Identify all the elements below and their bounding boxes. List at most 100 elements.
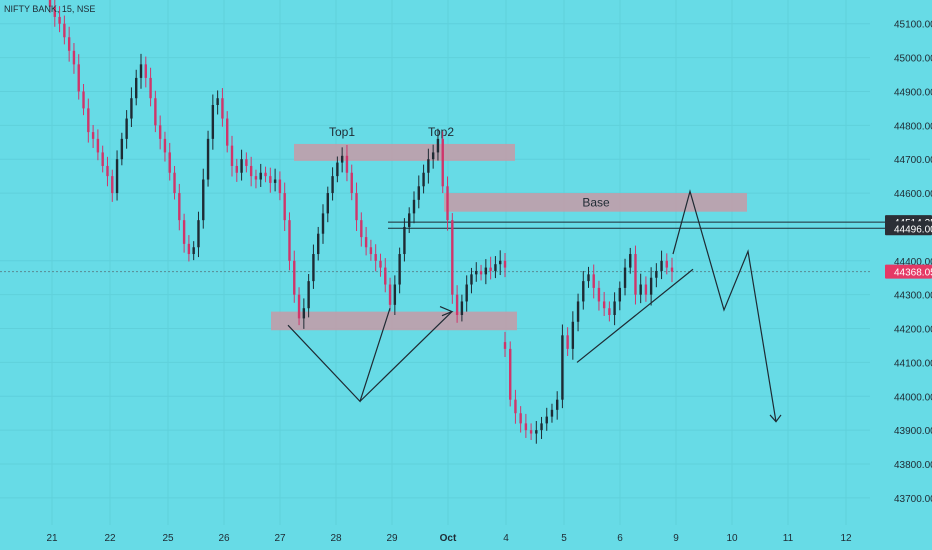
time-tick-label: 10 (726, 533, 738, 544)
candle-body (206, 138, 210, 180)
time-axis[interactable]: 21 22 25 26 27 28 29 Oct 4 5 6 9 10 11 12 (46, 533, 852, 544)
candle-body (398, 254, 401, 285)
candle-body (135, 77, 138, 99)
price-tick-label: 44300.00 (894, 291, 932, 302)
candle-body (312, 254, 315, 282)
price-axis[interactable]: 45100.00 45000.00 44900.00 44800.00 44700.00… (885, 20, 932, 505)
candle-body (317, 233, 320, 255)
candle-body (58, 16, 61, 24)
time-tick-label: Oct (440, 533, 457, 544)
time-tick-label: 21 (46, 533, 58, 544)
price-tick-label: 43700.00 (894, 494, 932, 505)
time-tick-label: 29 (386, 533, 398, 544)
candle-body (293, 260, 296, 295)
candle-body (499, 260, 502, 265)
candle-body (115, 159, 119, 194)
candle-body (451, 220, 454, 295)
price-tick-label: 45100.00 (894, 20, 932, 31)
candle-body (192, 247, 195, 255)
candle-body (216, 98, 219, 105)
candle-body (302, 308, 306, 319)
candle-body (336, 162, 339, 177)
candle-body (163, 138, 167, 153)
candle-body (53, 6, 56, 17)
candle-body (470, 274, 473, 285)
candle-body (479, 270, 483, 275)
candle-body (393, 284, 397, 305)
candle-body (297, 294, 301, 319)
candle-body (111, 176, 114, 194)
candle-body (639, 284, 642, 295)
candle-body (350, 172, 353, 194)
candle-body (597, 287, 601, 302)
time-tick-label: 6 (617, 533, 623, 544)
candle-body (360, 220, 363, 238)
candle-body (130, 98, 133, 119)
candle-body (555, 399, 559, 410)
candle-body (345, 155, 349, 173)
candle-body (561, 335, 564, 400)
candle-body (550, 409, 554, 417)
candle-body (154, 98, 157, 126)
candle-body (408, 213, 411, 227)
candle-body (412, 199, 416, 214)
drawing-line (359, 311, 453, 402)
candle-body (283, 193, 286, 221)
candle-body (340, 155, 344, 163)
candles (48, 0, 674, 444)
candle-body (173, 172, 176, 194)
price-tick-label: 44000.00 (894, 392, 932, 403)
candle-body (288, 220, 291, 261)
candle-body (321, 213, 325, 234)
candle-body (494, 264, 497, 271)
symbol-label: NIFTY BANK, 15, NSE (4, 4, 95, 14)
candle-body (240, 159, 243, 173)
candle-body (178, 193, 181, 221)
candle-body (475, 270, 478, 275)
candle-body (484, 267, 488, 275)
candle-body (587, 274, 590, 282)
candle-body (592, 274, 595, 288)
candle-body (422, 172, 425, 187)
time-tick-label: 28 (330, 533, 342, 544)
candle-body (514, 399, 517, 414)
zone-box (444, 193, 747, 212)
candle-body (221, 98, 224, 119)
candle-body (613, 301, 616, 315)
candle-body (540, 423, 543, 431)
time-tick-label: 11 (783, 533, 794, 544)
candle-body (82, 91, 85, 109)
candle-body (202, 179, 205, 221)
candle-body (529, 430, 533, 434)
grid-lines (0, 0, 870, 525)
candle-body (369, 247, 373, 255)
zone-label-base: Base (582, 196, 610, 210)
candle-body (608, 308, 611, 315)
candle-body (417, 186, 420, 200)
candle-body (374, 254, 377, 261)
candle-body (582, 281, 585, 302)
candle-body (226, 118, 229, 146)
candle-body (670, 267, 674, 272)
time-tick-label: 27 (274, 533, 286, 544)
candle-body (634, 254, 637, 295)
candle-body (571, 321, 575, 349)
price-tick-label: 44400.00 (894, 257, 932, 268)
candle-body (355, 193, 358, 221)
candle-body (106, 165, 109, 177)
price-tag-label: 44368.05 (894, 268, 932, 279)
candle-body (519, 413, 522, 424)
candle-body (149, 77, 152, 99)
candle-body (72, 50, 76, 65)
price-tag-label: 44496.00 (894, 224, 932, 235)
candle-body (211, 105, 215, 139)
candle-body (230, 145, 234, 166)
price-tick-label: 44200.00 (894, 325, 932, 336)
candle-body (101, 152, 104, 166)
candle-body (168, 152, 171, 173)
time-tick-label: 25 (162, 533, 174, 544)
candle-body (264, 172, 267, 177)
candle-body (465, 284, 468, 302)
